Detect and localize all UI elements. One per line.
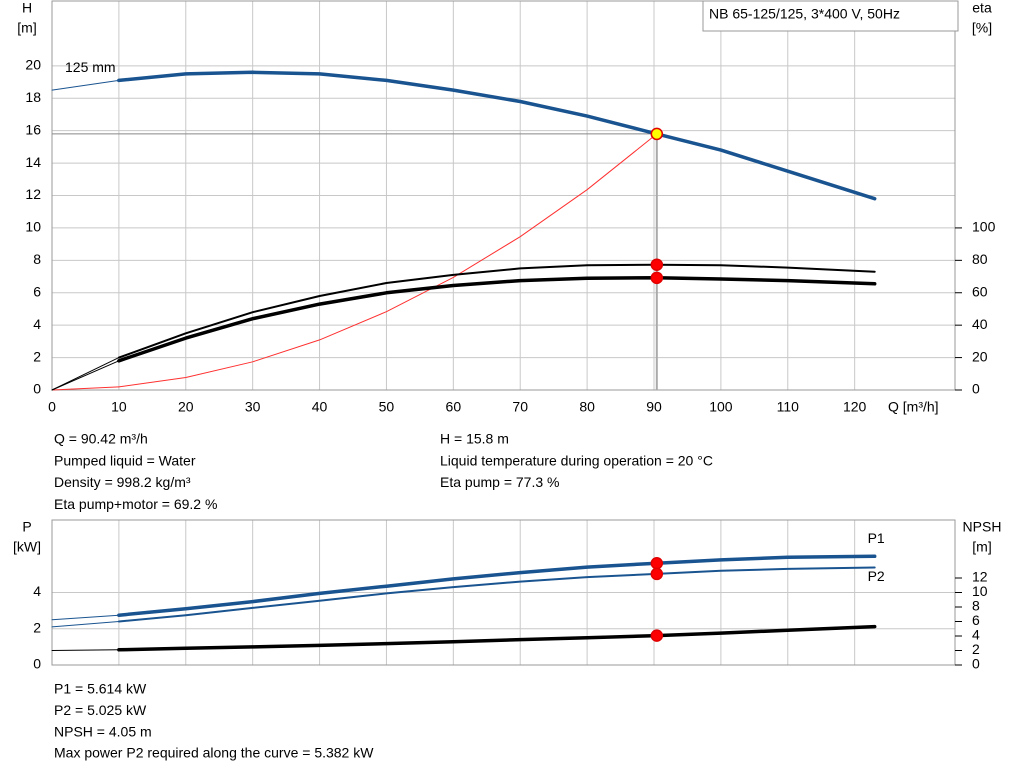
- y-tick-label: 0: [33, 381, 41, 397]
- curve-lead: [51, 649, 120, 651]
- curve: [117, 70, 877, 201]
- info-line: P2 = 5.025 kW: [54, 702, 147, 718]
- info-line: P1 = 5.614 kW: [54, 681, 147, 697]
- y2-axis-unit: [%]: [972, 20, 992, 36]
- y-tick-label: 6: [33, 283, 41, 299]
- x-tick-label: 0: [48, 399, 56, 415]
- y-axis-label: P: [22, 519, 31, 535]
- y-tick-label: 2: [33, 619, 41, 635]
- y2-tick-label: 8: [972, 598, 980, 614]
- x-tick-label: 70: [512, 399, 528, 415]
- x-tick-label: 10: [111, 399, 127, 415]
- curve-label: 125 mm: [65, 59, 116, 75]
- y-tick-label: 0: [33, 656, 41, 672]
- info-line: Q = 90.42 m³/h: [54, 431, 148, 447]
- y2-tick-label: 60: [972, 283, 988, 299]
- info-line: Max power P2 required along the curve = …: [54, 745, 374, 761]
- x-axis-label: Q [m³/h]: [888, 399, 939, 415]
- x-tick-label: 20: [178, 399, 194, 415]
- operating-point-marker: [650, 629, 664, 642]
- plot-border: [51, 0, 956, 391]
- y2-tick-label: 100: [972, 219, 996, 235]
- operating-point-marker: [650, 127, 664, 141]
- curve: [117, 263, 876, 359]
- y2-tick-label: 12: [972, 569, 988, 585]
- x-tick-label: 110: [777, 399, 800, 415]
- curve-label: P1: [868, 530, 885, 546]
- info-line: Density = 998.2 kg/m³: [54, 474, 191, 490]
- y-tick-label: 2: [33, 348, 41, 364]
- info-line: Eta pump = 77.3 %: [440, 474, 559, 490]
- x-tick-label: 50: [379, 399, 395, 415]
- y2-tick-label: 0: [972, 381, 980, 397]
- y-tick-label: 14: [25, 154, 41, 170]
- y-tick-label: 18: [25, 89, 41, 105]
- curve-lead: [51, 614, 120, 621]
- y2-tick-label: 2: [972, 641, 980, 657]
- curve: [117, 624, 877, 652]
- x-tick-label: 60: [446, 399, 462, 415]
- info-line: Liquid temperature during operation = 20…: [440, 452, 713, 468]
- curve-lead: [51, 621, 120, 628]
- y-axis-unit: [kW]: [13, 539, 41, 555]
- y-axis-label: H: [22, 0, 32, 16]
- curve-lead: [51, 386, 120, 391]
- chart-title: NB 65-125/125, 3*400 V, 50Hz: [709, 6, 900, 22]
- curve: [117, 554, 877, 617]
- info-line: NPSH = 4.05 m: [54, 723, 152, 739]
- curve-label: P2: [868, 568, 885, 584]
- y2-tick-label: 40: [972, 316, 988, 332]
- title-box: [702, 0, 959, 32]
- y2-tick-label: 20: [972, 348, 988, 364]
- y-tick-label: 8: [33, 251, 41, 267]
- x-tick-label: 100: [709, 399, 733, 415]
- info-line: H = 15.8 m: [440, 431, 509, 447]
- y-tick-label: 4: [33, 316, 41, 332]
- y-axis-unit: [m]: [17, 20, 36, 36]
- y-tick-label: 4: [33, 583, 41, 599]
- curve: [117, 566, 876, 623]
- curve: [118, 133, 658, 388]
- y2-axis-label: eta: [972, 0, 992, 16]
- curve: [117, 276, 877, 363]
- curve-lead: [51, 360, 120, 391]
- operating-point-marker: [650, 567, 664, 581]
- info-line: Eta pump+motor = 69.2 %: [54, 496, 217, 512]
- y-tick-label: 16: [25, 121, 41, 137]
- y-tick-label: 12: [25, 186, 41, 202]
- x-tick-label: 80: [579, 399, 595, 415]
- x-tick-label: 90: [646, 399, 662, 415]
- info-line: Pumped liquid = Water: [54, 452, 196, 468]
- x-tick-label: 120: [843, 399, 867, 415]
- y-tick-label: 20: [25, 57, 41, 73]
- curve-lead: [51, 79, 120, 91]
- y2-tick-label: 4: [972, 627, 980, 643]
- y2-axis-unit: [m]: [972, 539, 991, 555]
- operating-point-marker: [650, 271, 664, 285]
- y-tick-label: 10: [25, 219, 41, 235]
- y2-tick-label: 6: [972, 612, 980, 628]
- y2-tick-label: 10: [972, 583, 988, 599]
- x-tick-label: 40: [312, 399, 328, 415]
- operating-point-marker: [650, 556, 664, 570]
- y2-tick-label: 80: [972, 251, 988, 267]
- x-tick-label: 30: [245, 399, 261, 415]
- operating-point-marker: [650, 258, 664, 271]
- y2-axis-label: NPSH: [963, 519, 1002, 535]
- y2-tick-label: 0: [972, 656, 980, 672]
